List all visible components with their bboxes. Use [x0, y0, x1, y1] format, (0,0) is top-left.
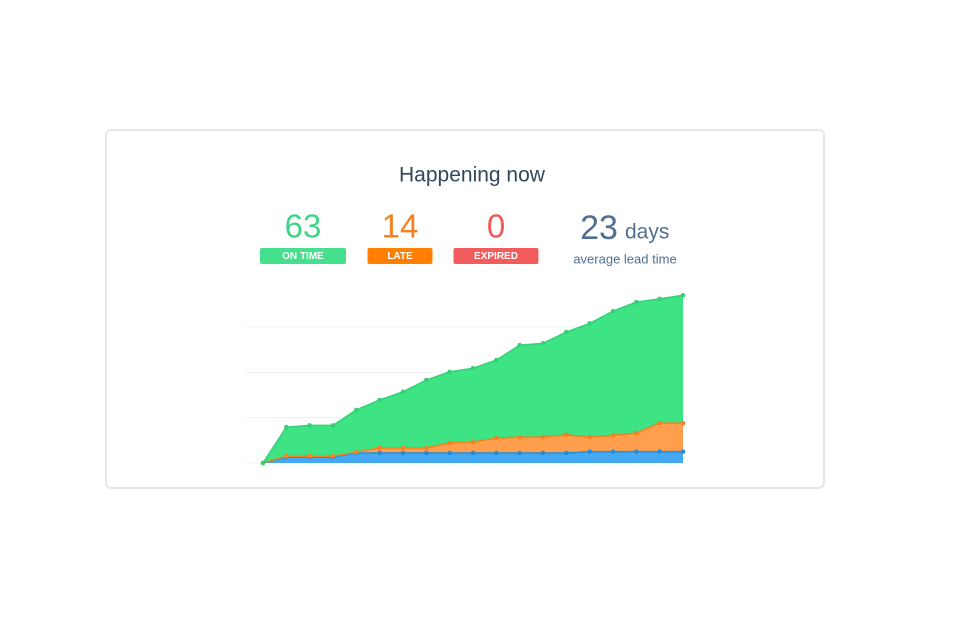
point: [400, 450, 406, 456]
point: [284, 453, 289, 459]
point: [657, 449, 662, 454]
point: [424, 450, 429, 456]
point: [354, 449, 359, 455]
point: [634, 430, 639, 436]
point: [540, 450, 546, 456]
point: [680, 449, 686, 454]
card: [105, 129, 825, 489]
point: [680, 292, 686, 298]
point: [260, 460, 266, 466]
point: [377, 445, 382, 451]
stat-badge: [453, 248, 539, 264]
point: [540, 434, 546, 440]
point: [634, 299, 639, 305]
lead-time-caption: average lead time: [573, 251, 676, 266]
point: [470, 450, 476, 456]
point: [587, 321, 592, 326]
stat-label: EXPIRED: [474, 251, 518, 262]
stat-value: 63: [285, 208, 322, 245]
point: [307, 423, 312, 428]
point: [634, 449, 639, 454]
point: [284, 424, 289, 430]
point: [494, 435, 499, 441]
point: [377, 450, 382, 456]
title: Happening now: [399, 164, 546, 187]
point: [587, 434, 592, 440]
point: [540, 341, 546, 346]
point: [470, 365, 476, 371]
stat-value: 0: [487, 208, 505, 245]
lead-time-unit: days: [625, 221, 669, 244]
point: [564, 329, 569, 335]
point: [657, 296, 662, 302]
point: [447, 369, 452, 375]
point: [587, 449, 592, 454]
point: [447, 440, 452, 446]
point: [680, 420, 686, 426]
point: [377, 397, 382, 403]
point: [517, 434, 522, 440]
point: [517, 342, 522, 348]
stat-badge: [367, 248, 433, 264]
point: [400, 445, 406, 451]
area: [263, 451, 683, 463]
point: [494, 357, 499, 363]
point: [564, 450, 569, 456]
area: [263, 295, 683, 463]
point: [400, 389, 406, 395]
point: [330, 423, 336, 428]
point: [424, 377, 429, 383]
point: [494, 450, 499, 456]
point: [610, 433, 616, 438]
point: [330, 453, 336, 459]
lead-time-value: 23: [580, 209, 618, 247]
point: [447, 450, 452, 456]
point: [470, 439, 476, 445]
point: [424, 445, 429, 451]
point: [517, 450, 522, 456]
point: [610, 308, 616, 314]
stat-value: 14: [382, 208, 419, 245]
point: [564, 432, 569, 438]
point: [657, 420, 662, 426]
stat-label: LATE: [387, 251, 413, 262]
stat-label: ON TIME: [282, 251, 324, 262]
stat-badge: [260, 248, 346, 264]
point: [307, 453, 312, 459]
point: [354, 407, 359, 413]
point: [610, 449, 616, 454]
